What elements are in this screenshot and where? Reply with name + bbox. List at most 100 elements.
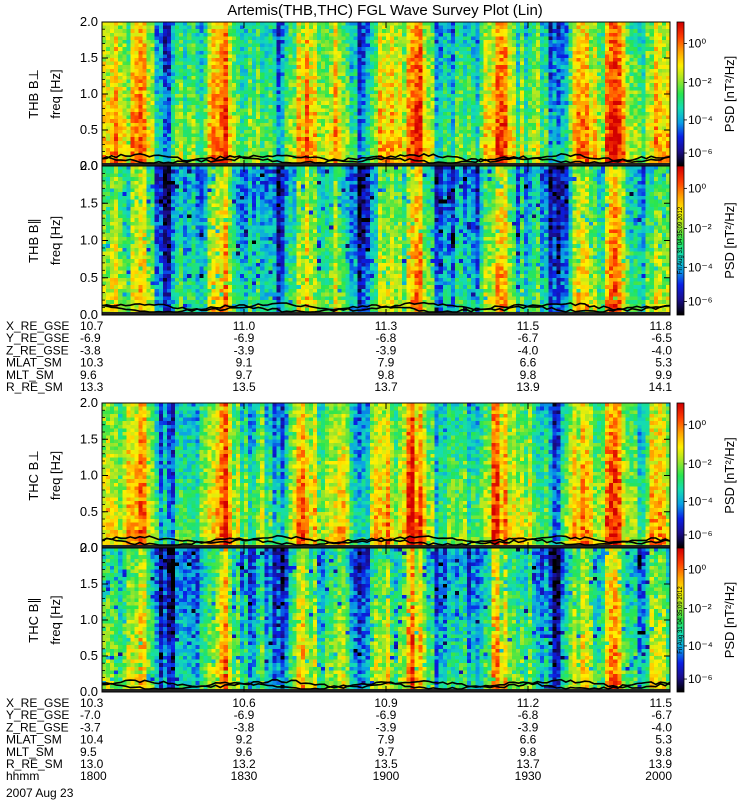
ephemeris-value: 9.6 <box>236 745 253 759</box>
y-tick-label: 0.0 <box>80 684 98 699</box>
chart-title: Artemis(THB,THC) FGL Wave Survey Plot (L… <box>227 2 543 19</box>
ephemeris-row-label: X_RE_GSE <box>6 319 69 333</box>
colorbar-tick-label: 10⁰ <box>688 37 706 51</box>
y-tick-label: 2.0 <box>80 158 98 173</box>
ephemeris-row-label: hhmm <box>6 769 39 783</box>
panel-ylabel: freq [Hz] <box>48 451 63 500</box>
ephemeris-value: 9.7 <box>236 368 253 382</box>
colorbar-label: PSD [nT²/Hz] <box>722 437 737 514</box>
frequency-trace <box>101 155 671 164</box>
ephemeris-value: 13.3 <box>80 380 104 394</box>
ephemeris-value: 11.3 <box>375 319 398 333</box>
colorbar-label: PSD [nT²/Hz] <box>722 56 737 133</box>
ephemeris-value: -3.8 <box>234 720 255 734</box>
colorbar-label: PSD [nT²/Hz] <box>722 582 737 659</box>
y-tick-label: 1.5 <box>80 576 98 591</box>
ephemeris-value: 6.6 <box>520 733 537 747</box>
ephemeris-value: -3.7 <box>80 720 101 734</box>
ephemeris-value: 10.3 <box>80 696 104 710</box>
colorbar-gradient <box>677 548 684 692</box>
ephemeris-value: -6.5 <box>651 331 672 345</box>
ephemeris-value: -3.9 <box>376 343 397 357</box>
ephemeris-row-label: R_RE_SM <box>6 380 63 394</box>
ephemeris-value: 5.3 <box>655 356 672 370</box>
y-tick-label: 0.0 <box>80 540 98 555</box>
ephemeris-row-label: MLAT_SM <box>6 356 62 370</box>
ephemeris-value: 9.2 <box>236 733 253 747</box>
ephemeris-value: 13.9 <box>649 757 673 771</box>
ephemeris-value: -4.0 <box>518 343 539 357</box>
ephemeris-value: -3.9 <box>518 720 539 734</box>
y-tick-label: 1.0 <box>80 612 98 627</box>
ephemeris-value: 13.5 <box>374 757 398 771</box>
ephemeris-value: -6.8 <box>376 331 397 345</box>
ephemeris-value: 1930 <box>515 769 542 783</box>
ephemeris-table-2: X_RE_GSE 10.3 10.6 10.9 11.2 11.5 Y_RE_GSE -7.0… <box>6 696 672 783</box>
y-tick-label: 0.0 <box>80 158 98 173</box>
spectrogram-heatmap <box>102 548 670 692</box>
ephemeris-value: 11.5 <box>650 696 673 710</box>
colorbar-gradient <box>677 22 684 166</box>
y-tick-label: 1.0 <box>80 233 98 248</box>
spectrogram-heatmap <box>102 166 670 315</box>
ephemeris-value: 10.6 <box>232 696 256 710</box>
ephemeris-value: 13.2 <box>232 757 256 771</box>
colorbar-tick-label: 10⁻⁶ <box>688 528 713 542</box>
frequency-trace <box>101 537 671 546</box>
spectrogram-panel-4: 0.0 0.5 1.0 1.5 2.0 THC B∥ freq [Hz] 10⁰ 10⁻² 10⁻… <box>26 540 737 699</box>
colorbar-tick-label: 10⁻⁶ <box>688 295 713 309</box>
ephemeris-row-label: Y_RE_GSE <box>6 331 69 345</box>
y-tick-label: 0.5 <box>80 504 98 519</box>
colorbar-gradient <box>677 166 684 315</box>
ephemeris-value: 13.0 <box>80 757 104 771</box>
colorbar-tick-label: 10⁻² <box>688 75 712 89</box>
ephemeris-row-label: Y_RE_GSE <box>6 708 69 722</box>
y-tick-label: 1.5 <box>80 431 98 446</box>
colorbar-gradient <box>677 403 684 548</box>
ephemeris-value: 1900 <box>373 769 400 783</box>
ephemeris-value: 1800 <box>80 769 107 783</box>
y-tick-label: 1.0 <box>80 468 98 483</box>
ephemeris-value: -7.0 <box>80 708 101 722</box>
y-tick-label: 1.0 <box>80 86 98 101</box>
panel-ylabel: freq [Hz] <box>48 216 63 265</box>
colorbar-tick-label: 10⁰ <box>688 563 706 577</box>
panel-ylabel: freq [Hz] <box>48 595 63 644</box>
ephemeris-value: 10.4 <box>80 733 104 747</box>
y-tick-label: 2.0 <box>80 14 98 29</box>
ephemeris-value: -6.8 <box>518 708 539 722</box>
y-tick-label: 1.5 <box>80 195 98 210</box>
y-tick-label: 1.5 <box>80 50 98 65</box>
ephemeris-value: 9.9 <box>655 368 672 382</box>
ephemeris-value: 9.6 <box>80 368 97 382</box>
ephemeris-value: 9.5 <box>80 745 97 759</box>
ephemeris-row-label: MLT_SM <box>6 745 54 759</box>
y-tick-label: 0.5 <box>80 648 98 663</box>
colorbar-label: PSD [nT²/Hz] <box>722 202 737 279</box>
ephemeris-value: 6.6 <box>520 356 537 370</box>
ephemeris-value: -6.7 <box>518 331 539 345</box>
ephemeris-row-label: Z_RE_GSE <box>6 343 69 357</box>
ephemeris-value: 1830 <box>231 769 258 783</box>
colorbar-frame <box>676 165 685 316</box>
ephemeris-row-label: R_RE_SM <box>6 757 63 771</box>
date-label: 2007 Aug 23 <box>6 786 74 800</box>
colorbar-tick-label: 10⁻⁴ <box>688 639 713 653</box>
colorbar: 10⁰ 10⁻² 10⁻⁴ 10⁻⁶ PSD [nT²/Hz] <box>676 402 737 549</box>
spectrogram-panel-3: 0.0 0.5 1.0 1.5 2.0 THC B⊥ freq [Hz] 10⁰ 10⁻² 10⁻… <box>26 395 737 555</box>
ephemeris-value: 10.3 <box>80 356 104 370</box>
ephemeris-value: 13.9 <box>516 380 540 394</box>
y-tick-label: 2.0 <box>80 395 98 410</box>
ephemeris-value: 9.7 <box>378 745 395 759</box>
colorbar: 10⁰ 10⁻² 10⁻⁴ 10⁻⁶ PSD [nT²/Hz] <box>676 547 737 693</box>
ephemeris-value: 13.5 <box>232 380 256 394</box>
ephemeris-row-label: MLAT_SM <box>6 733 62 747</box>
spectrogram-panel-1: 0.0 0.5 1.0 1.5 2.0 THB B⊥ freq [Hz] 10⁰ 10⁻² 10⁻… <box>26 14 737 173</box>
ephemeris-value: -6.9 <box>234 708 255 722</box>
ephemeris-value: 9.8 <box>520 745 537 759</box>
colorbar-tick-label: 10⁻² <box>688 222 712 236</box>
y-tick-label: 0.0 <box>80 307 98 322</box>
ephemeris-table-1: X_RE_GSE 10.7 11.0 11.3 11.5 11.8 Y_RE_GSE -6.9… <box>6 319 672 394</box>
ephemeris-value: 5.3 <box>655 733 672 747</box>
